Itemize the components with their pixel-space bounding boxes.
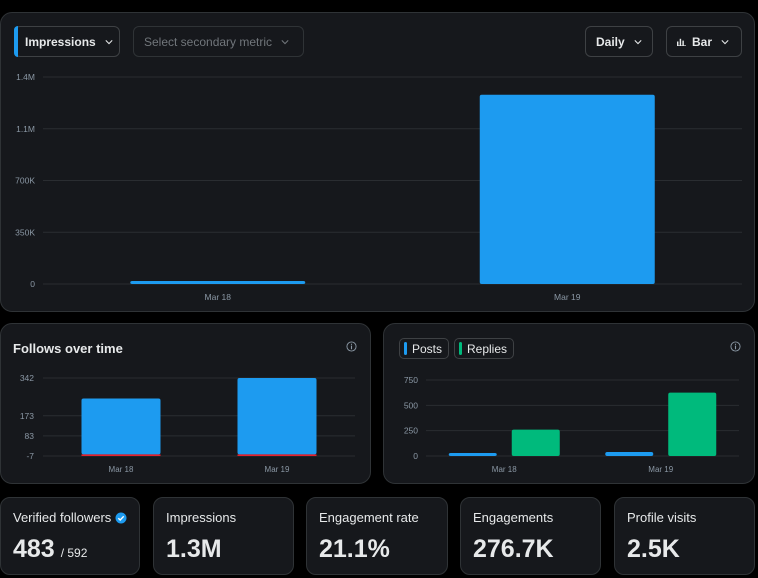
stat-profile-visits[interactable]: Profile visits 2.5K bbox=[614, 497, 755, 575]
bar-posts bbox=[605, 451, 654, 456]
stat-value: 2.5K bbox=[627, 535, 680, 563]
y-tick-label: 173 bbox=[20, 411, 34, 421]
stat-label: Impressions bbox=[166, 510, 237, 525]
bar-replies bbox=[668, 392, 717, 456]
primary-metric-dropdown[interactable]: Impressions bbox=[14, 26, 120, 57]
stat-value: 1.3M bbox=[166, 535, 222, 563]
x-tick-label: Mar 18 bbox=[109, 465, 134, 474]
chevron-down-icon bbox=[281, 39, 289, 44]
secondary-metric-dropdown[interactable]: Select secondary metric bbox=[133, 26, 304, 57]
chevron-down-icon bbox=[634, 39, 642, 44]
primary-metric-label: Impressions bbox=[25, 34, 96, 49]
legend-replies-swatch bbox=[459, 342, 462, 355]
stat-verified-followers[interactable]: Verified followers 483/ 592 bbox=[0, 497, 140, 575]
info-icon[interactable] bbox=[346, 341, 357, 352]
verified-badge-icon bbox=[115, 512, 127, 523]
x-tick-label: Mar 19 bbox=[648, 465, 673, 474]
bar-chart-icon bbox=[677, 38, 686, 46]
stat-label: Profile visits bbox=[627, 510, 697, 525]
stat-value: 483/ 592 bbox=[13, 535, 88, 563]
posts-replies-chart: 0 250 500 750 Mar 18 Mar 19 bbox=[404, 375, 739, 474]
interval-dropdown[interactable]: Daily bbox=[585, 26, 653, 57]
y-tick-label: 350K bbox=[15, 227, 35, 237]
y-tick-label: 83 bbox=[25, 431, 35, 441]
stat-value: 21.1% bbox=[319, 535, 390, 563]
follows-card-title: Follows over time bbox=[13, 341, 123, 356]
posts-card: Posts Replies 0 250 500 750 Mar 18 Mar 19 bbox=[383, 323, 755, 484]
legend-posts-label: Posts bbox=[412, 341, 443, 356]
bar-follows bbox=[237, 378, 317, 455]
y-tick-label: -7 bbox=[26, 451, 34, 461]
bar-impressions bbox=[130, 281, 306, 284]
bar-posts bbox=[448, 452, 497, 456]
legend-posts-swatch bbox=[404, 342, 407, 355]
interval-label: Daily bbox=[596, 34, 625, 49]
y-tick-label: 1.4M bbox=[16, 72, 35, 82]
stat-label: Verified followers bbox=[13, 510, 127, 525]
chart-type-label: Bar bbox=[692, 34, 713, 49]
legend-posts[interactable]: Posts bbox=[399, 338, 450, 359]
secondary-metric-placeholder: Select secondary metric bbox=[144, 34, 273, 49]
bar-follows bbox=[81, 398, 161, 455]
info-icon[interactable] bbox=[730, 341, 741, 352]
x-tick-label: Mar 19 bbox=[265, 465, 290, 474]
stat-engagements[interactable]: Engagements 276.7K bbox=[460, 497, 601, 575]
impressions-chart: 0 350K 700K 1.1M 1.4M Mar 18 Mar 19 bbox=[15, 72, 742, 302]
legend-replies-label: Replies bbox=[467, 341, 508, 356]
y-tick-label: 500 bbox=[404, 400, 418, 410]
x-tick-label: Mar 18 bbox=[492, 465, 517, 474]
y-tick-label: 750 bbox=[404, 375, 418, 385]
main-chart-card: Impressions Select secondary metric Dail… bbox=[0, 12, 755, 312]
y-tick-label: 250 bbox=[404, 426, 418, 436]
chart-type-dropdown[interactable]: Bar bbox=[666, 26, 742, 57]
chevron-down-icon bbox=[105, 39, 113, 44]
y-tick-label: 1.1M bbox=[16, 124, 35, 134]
y-tick-label: 0 bbox=[413, 451, 418, 461]
bar-unfollows bbox=[81, 454, 161, 456]
legend-replies[interactable]: Replies bbox=[454, 338, 515, 359]
stat-value: 276.7K bbox=[473, 535, 554, 563]
x-tick-label: Mar 19 bbox=[554, 292, 581, 302]
y-tick-label: 700K bbox=[15, 176, 35, 186]
stat-impressions[interactable]: Impressions 1.3M bbox=[153, 497, 294, 575]
primary-metric-color-marker bbox=[14, 26, 18, 57]
bar-impressions bbox=[479, 94, 655, 284]
y-tick-label: 0 bbox=[30, 279, 35, 289]
x-tick-label: Mar 18 bbox=[205, 292, 232, 302]
stat-label: Engagements bbox=[473, 510, 554, 525]
bar-replies bbox=[511, 429, 560, 456]
bar-unfollows bbox=[237, 454, 317, 456]
chevron-down-icon bbox=[721, 39, 729, 44]
stat-label: Engagement rate bbox=[319, 510, 419, 525]
stat-sub-value: / 592 bbox=[60, 546, 88, 560]
y-tick-label: 342 bbox=[20, 373, 34, 383]
follows-card: Follows over time -7 83 173 342 Mar 18 Mar 19 bbox=[0, 323, 371, 484]
follows-chart: -7 83 173 342 Mar 18 Mar 19 bbox=[20, 373, 355, 474]
stat-engagement-rate[interactable]: Engagement rate 21.1% bbox=[306, 497, 448, 575]
